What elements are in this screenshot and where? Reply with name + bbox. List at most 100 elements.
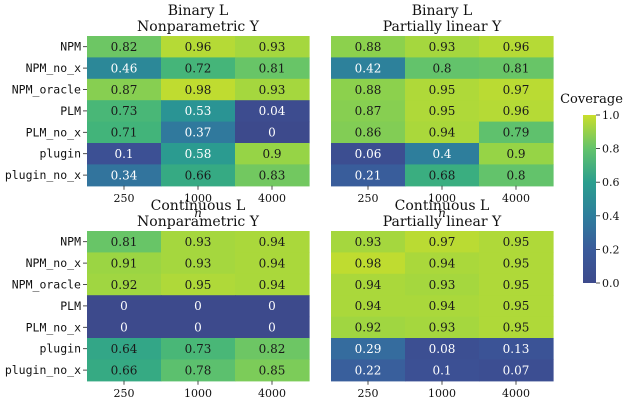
- x-tick-label: 1000: [184, 192, 212, 205]
- heatmap-cell: [405, 78, 480, 101]
- heatmap-cell: [235, 231, 310, 253]
- cell-value-label: 0.95: [185, 278, 212, 292]
- x-axis-label: n: [438, 206, 446, 220]
- heatmap-cell: [87, 295, 162, 318]
- heatmap-cell: [479, 273, 554, 296]
- cell-value-label: 0.1: [432, 363, 451, 377]
- y-tick-label: NPM: [60, 235, 81, 249]
- cell-value-label: 0.34: [111, 168, 138, 182]
- heatmap-cell: [405, 273, 480, 296]
- colorbar-tick-label: 0.4: [602, 210, 620, 223]
- x-tick-label: 4000: [258, 387, 286, 400]
- heatmap-cell: [161, 78, 236, 101]
- cell-value-label: 0.64: [111, 342, 138, 356]
- cell-value-label: 0.87: [355, 104, 382, 118]
- x-axis-label: n: [194, 206, 202, 220]
- heatmap-cell: [405, 164, 480, 187]
- cell-value-label: 0.58: [185, 147, 212, 161]
- cell-value-label: 0.42: [355, 61, 382, 75]
- heatmap-cell: [405, 36, 480, 58]
- colorbar: Coverage 0.0 0.2 0.4 0.6 0.8 1.0: [560, 92, 623, 290]
- cell-value-label: 0.92: [111, 278, 138, 292]
- heatmap-cell: [87, 338, 162, 360]
- heatmap-cell: [235, 57, 310, 80]
- x-tick-label: 250: [114, 387, 135, 400]
- panel-title-line2: Nonparametric Y: [137, 214, 260, 230]
- y-tick-label: NPM_oracle: [12, 83, 81, 97]
- cell-value-label: 0.88: [355, 83, 382, 97]
- heatmap-cell: [479, 338, 554, 360]
- cell-value-label: 0.08: [429, 342, 456, 356]
- y-tick-label: plugin: [39, 147, 81, 161]
- heatmap-cell: [87, 252, 162, 275]
- heatmap-cell: [161, 143, 236, 165]
- x-tick-label: 4000: [502, 192, 530, 205]
- cell-value-label: 0.94: [259, 278, 286, 292]
- cell-value-label: 0.94: [355, 278, 382, 292]
- cell-value-label: 0.93: [429, 40, 456, 54]
- x-tick-label: 1000: [184, 387, 212, 400]
- heatmap-cell: [161, 295, 236, 318]
- heatmap-cell: [331, 338, 406, 360]
- heatmap-cell: [235, 164, 310, 187]
- heatmap-cell: [161, 36, 236, 58]
- heatmap-cell: [405, 295, 480, 318]
- cell-value-label: 0.94: [355, 299, 382, 313]
- cell-value-label: 0.94: [259, 256, 286, 270]
- x-tick-label: 250: [358, 192, 379, 205]
- cell-value-label: 0: [120, 299, 128, 313]
- cell-value-label: 0.96: [503, 104, 530, 118]
- heatmap-cell: [405, 100, 480, 123]
- cell-value-label: 0.95: [503, 235, 530, 249]
- cell-value-label: 0.92: [355, 321, 382, 335]
- heatmap-cell: [87, 121, 162, 144]
- heatmap-cell: [161, 164, 236, 187]
- heatmap-cell: [405, 316, 480, 339]
- cell-value-label: 0.97: [503, 83, 530, 97]
- panel-title-line1: Continuous L: [151, 198, 246, 214]
- cell-value-label: 0.81: [259, 61, 286, 75]
- heatmap-cell: [479, 143, 554, 165]
- y-tick-label: plugin_no_x: [5, 168, 81, 182]
- cell-value-label: 0.9: [506, 147, 525, 161]
- heatmap-cell: [235, 36, 310, 58]
- heatmap-cell: [405, 338, 480, 360]
- cell-value-label: 0.94: [429, 299, 456, 313]
- heatmap-cell: [331, 57, 406, 80]
- cell-value-label: 0.98: [355, 256, 382, 270]
- x-tick-label: 4000: [502, 387, 530, 400]
- cell-value-label: 0.95: [503, 299, 530, 313]
- cell-value-label: 0.4: [432, 147, 451, 161]
- heatmap-cell: [87, 78, 162, 101]
- cell-value-label: 0.71: [111, 126, 138, 140]
- cell-value-label: 0.82: [111, 40, 138, 54]
- cell-value-label: 0.93: [185, 256, 212, 270]
- cell-value-label: 0.98: [185, 83, 212, 97]
- cell-value-label: 0.9: [262, 147, 281, 161]
- heatmap-cell: [331, 231, 406, 253]
- heatmap-cell: [331, 164, 406, 187]
- heatmap-cell: [405, 57, 480, 80]
- y-tick-label: NPM_no_x: [26, 61, 81, 75]
- cell-value-label: 0.46: [111, 61, 138, 75]
- cell-value-label: 0.81: [503, 61, 530, 75]
- heatmap-cell: [331, 121, 406, 144]
- cell-value-label: 0.07: [503, 363, 530, 377]
- x-tick-label: 1000: [428, 387, 456, 400]
- cell-value-label: 0.8: [432, 61, 451, 75]
- cell-value-label: 0: [194, 299, 202, 313]
- heatmap-cell: [87, 100, 162, 123]
- cell-value-label: 0: [194, 321, 202, 335]
- heatmap-cell: [161, 338, 236, 360]
- heatmap-cell: [161, 121, 236, 144]
- colorbar-tick-label: 1.0: [602, 109, 620, 122]
- colorbar-tick-label: 0.8: [602, 143, 620, 156]
- cell-value-label: 0.91: [111, 256, 138, 270]
- y-tick-label: NPM_no_x: [26, 256, 81, 270]
- cell-value-label: 0.68: [429, 168, 456, 182]
- panel-title-line2: Partially linear Y: [383, 19, 502, 35]
- cell-value-label: 0.29: [355, 342, 382, 356]
- heatmap-cell: [479, 359, 554, 382]
